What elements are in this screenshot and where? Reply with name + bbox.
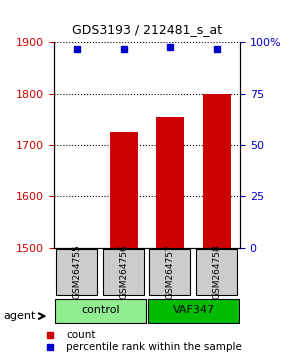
- FancyBboxPatch shape: [148, 299, 239, 322]
- Text: GDS3193 / 212481_s_at: GDS3193 / 212481_s_at: [72, 23, 222, 36]
- Text: GSM264755: GSM264755: [73, 244, 82, 299]
- Text: GSM264756: GSM264756: [119, 244, 128, 299]
- Text: control: control: [81, 305, 120, 315]
- FancyBboxPatch shape: [196, 249, 237, 295]
- FancyBboxPatch shape: [55, 299, 146, 322]
- FancyBboxPatch shape: [103, 249, 144, 295]
- Text: VAF347: VAF347: [172, 305, 214, 315]
- Bar: [156, 117, 184, 248]
- Bar: [110, 132, 138, 248]
- Text: GSM264757: GSM264757: [166, 244, 175, 299]
- Text: percentile rank within the sample: percentile rank within the sample: [66, 342, 242, 352]
- Text: GSM264758: GSM264758: [212, 244, 221, 299]
- FancyBboxPatch shape: [149, 249, 190, 295]
- Bar: [203, 94, 231, 248]
- Text: agent: agent: [3, 311, 35, 321]
- FancyBboxPatch shape: [56, 249, 97, 295]
- Text: count: count: [66, 330, 95, 339]
